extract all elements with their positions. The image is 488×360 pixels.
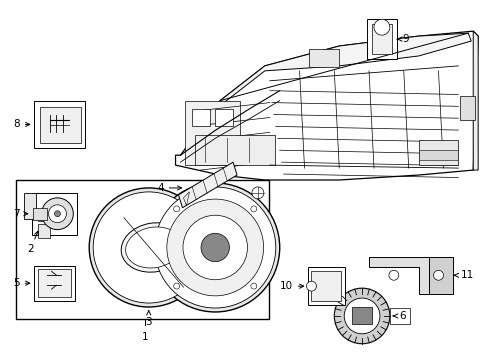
Bar — [371, 24, 391, 54]
Bar — [307, 267, 345, 305]
Polygon shape — [220, 33, 470, 105]
Polygon shape — [175, 31, 477, 180]
Circle shape — [201, 233, 229, 262]
Bar — [16, 180, 268, 319]
Text: 8: 8 — [13, 120, 30, 130]
Text: 9: 9 — [396, 34, 408, 44]
Circle shape — [306, 281, 316, 291]
Text: 4: 4 — [157, 183, 181, 193]
Text: 5: 5 — [13, 278, 30, 288]
Bar — [34, 100, 85, 148]
Bar — [33, 208, 46, 220]
Bar — [389, 308, 409, 324]
Bar — [459, 96, 474, 121]
Bar — [192, 109, 210, 126]
Circle shape — [41, 198, 73, 230]
Circle shape — [344, 298, 379, 334]
Bar — [195, 135, 274, 165]
Text: 2: 2 — [27, 231, 38, 255]
Ellipse shape — [121, 223, 186, 272]
Ellipse shape — [125, 227, 182, 268]
Bar — [185, 100, 240, 165]
Polygon shape — [368, 257, 427, 294]
Circle shape — [250, 206, 256, 212]
Bar — [24, 193, 36, 219]
Text: 7: 7 — [13, 209, 28, 219]
Circle shape — [433, 270, 443, 280]
Text: 10: 10 — [279, 281, 303, 291]
Bar — [38, 269, 71, 297]
Text: 3: 3 — [145, 311, 152, 327]
Bar — [366, 19, 396, 59]
Circle shape — [388, 270, 398, 280]
Bar — [418, 140, 457, 165]
Bar — [32, 193, 77, 235]
Circle shape — [250, 283, 256, 289]
Circle shape — [93, 192, 204, 303]
Polygon shape — [427, 257, 452, 294]
Text: 11: 11 — [453, 270, 472, 280]
Circle shape — [251, 187, 264, 199]
Text: 1: 1 — [141, 332, 148, 342]
Circle shape — [48, 205, 66, 223]
Bar — [34, 266, 75, 301]
Circle shape — [173, 283, 179, 289]
Bar — [38, 224, 49, 238]
Circle shape — [54, 211, 61, 217]
Polygon shape — [178, 162, 237, 208]
Bar — [215, 109, 233, 126]
Bar — [38, 215, 65, 221]
Bar — [40, 107, 81, 143]
Bar — [309, 49, 339, 67]
Polygon shape — [472, 31, 477, 170]
Bar — [311, 271, 341, 301]
Bar — [351, 307, 371, 324]
Circle shape — [150, 183, 279, 312]
Circle shape — [89, 188, 208, 307]
Circle shape — [373, 19, 389, 35]
Circle shape — [334, 288, 389, 344]
Circle shape — [166, 199, 263, 296]
Text: 6: 6 — [392, 311, 405, 321]
Bar — [418, 150, 457, 160]
Circle shape — [183, 215, 247, 280]
Circle shape — [154, 187, 275, 308]
Circle shape — [173, 206, 179, 212]
